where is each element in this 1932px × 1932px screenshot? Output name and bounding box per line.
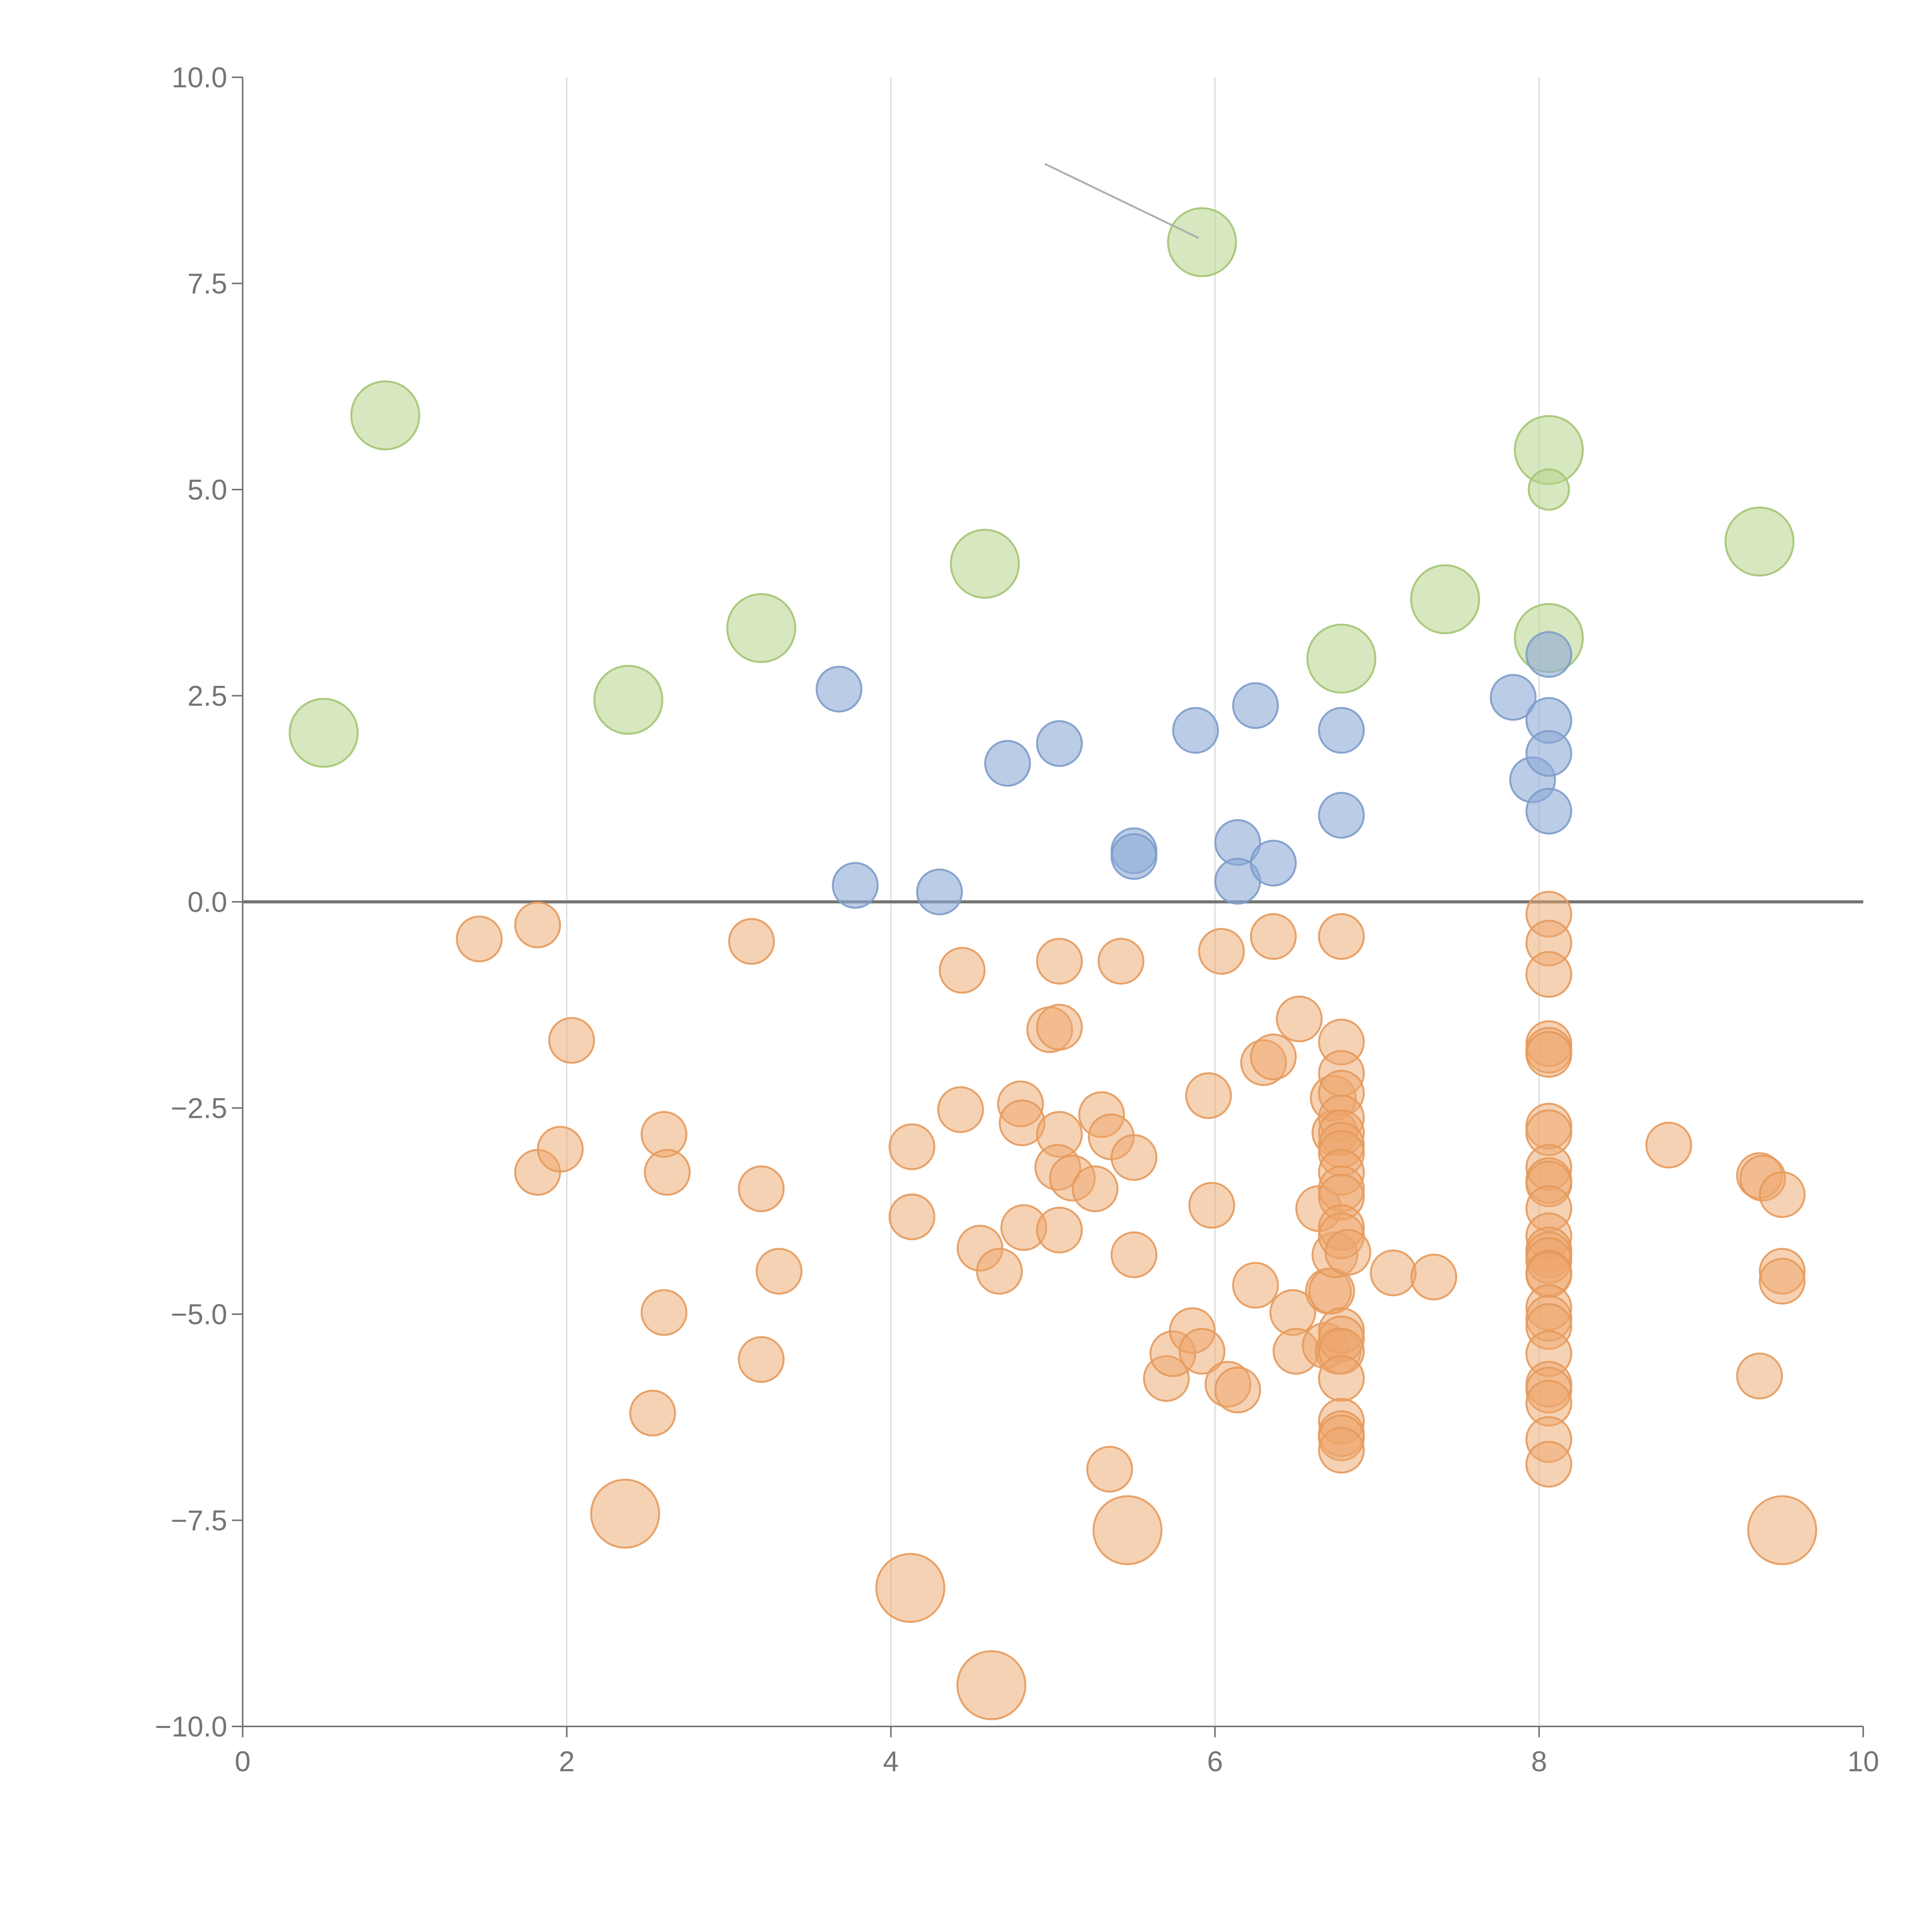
scatter-point [1071, 1165, 1119, 1213]
y-tick-label: 7.5 [187, 268, 227, 300]
scatter-point [1525, 1031, 1572, 1078]
scatter-point [888, 1193, 935, 1240]
scatter-point [1086, 1446, 1133, 1493]
scatter-point [1188, 1182, 1235, 1229]
scatter-point [1525, 1440, 1572, 1488]
scatter-point [350, 380, 420, 451]
scatter-point [1759, 1258, 1806, 1305]
x-tick-label: 4 [883, 1745, 899, 1777]
scatter-point [1036, 720, 1083, 767]
scatter-point [726, 593, 796, 663]
scatter-point [888, 1123, 935, 1170]
x-tick-label: 8 [1531, 1745, 1547, 1777]
scatter-point [1306, 623, 1377, 694]
scatter-point [1736, 1352, 1783, 1400]
scatter-point [593, 665, 663, 735]
leader-line-layer [1044, 163, 1199, 239]
scatter-point [1185, 1072, 1232, 1119]
scatter-point [1276, 995, 1323, 1043]
scatter-point [755, 1248, 803, 1295]
y-tick-label: 10.0 [172, 61, 227, 94]
scatter-point [738, 1165, 785, 1213]
scatter-point [738, 1336, 785, 1383]
y-tick-label: 0.0 [187, 886, 227, 918]
scatter-point [1410, 1253, 1458, 1301]
scatter-point [1167, 207, 1237, 277]
scatter-point [832, 862, 879, 909]
scatter-point [1036, 1003, 1083, 1051]
scatter-point [1527, 468, 1570, 511]
y-tick-label: 2.5 [187, 680, 227, 712]
scatter-point [1111, 1134, 1158, 1181]
y-tick-label: −10.0 [155, 1711, 227, 1743]
scatter-point [728, 918, 775, 965]
scatter-point [548, 1017, 595, 1064]
scatter-point [1036, 1206, 1083, 1253]
scatter-point [984, 740, 1031, 787]
scatter-point [1318, 913, 1365, 960]
scatter-point [956, 1650, 1027, 1720]
scatter-point [1232, 682, 1279, 729]
scatter-point [1318, 1355, 1365, 1402]
scatter-point [1324, 1229, 1371, 1276]
y-tick-label: −5.0 [171, 1298, 227, 1330]
scatter-point [1725, 506, 1795, 577]
scatter-point [537, 1126, 584, 1173]
scatter-point [815, 665, 862, 713]
axes-layer: −10.0 −7.5 −5.0 −2.5 0.0 2.5 5.0 7.5 10.0 0 2 4 6 8 10 [155, 61, 1879, 1777]
scatter-point [1318, 792, 1365, 839]
scatter-point [1092, 1495, 1163, 1565]
scatter-point [976, 1248, 1023, 1295]
scatter-point [1525, 631, 1572, 678]
scatter-point [1525, 730, 1572, 777]
scatter-point [939, 947, 986, 994]
y-tick-label: −7.5 [171, 1505, 227, 1537]
scatter-point [937, 1086, 984, 1133]
scatter-point [590, 1478, 660, 1549]
scatter-point [1198, 928, 1245, 975]
scatter-point [1111, 833, 1158, 880]
leader-line [1044, 163, 1199, 239]
scatter-point [1525, 951, 1572, 998]
scatter-point [1179, 1328, 1226, 1375]
scatter-point [1759, 1171, 1806, 1218]
scatter-point [1172, 707, 1219, 754]
scatter-point [916, 868, 963, 915]
scatter-point [1318, 1427, 1365, 1474]
scatter-point [1214, 1366, 1261, 1413]
scatter-point [1410, 564, 1480, 634]
y-tick-label: 5.0 [187, 474, 227, 506]
scatter-point [875, 1553, 946, 1623]
scatter-point [1747, 1495, 1817, 1565]
scatter-point [640, 1289, 687, 1336]
scatter-point [1250, 1033, 1297, 1080]
scatter-point [456, 915, 503, 963]
scatter-point [1036, 938, 1083, 985]
scatter-point [514, 901, 561, 949]
x-tick-label: 0 [235, 1745, 250, 1777]
points-layer [289, 207, 1817, 1720]
scatter-point [644, 1149, 691, 1196]
x-tick-label: 2 [559, 1745, 575, 1777]
scatter-point [1318, 707, 1365, 754]
scatter-point [1525, 787, 1572, 835]
x-tick-label: 6 [1207, 1745, 1223, 1777]
scatter-point [1111, 1231, 1158, 1278]
scatter-point [289, 698, 359, 768]
x-tick-label: 10 [1847, 1745, 1879, 1777]
scatter-point [1232, 1262, 1279, 1309]
scatter-point [1097, 938, 1145, 985]
scatter-point [1645, 1122, 1692, 1169]
scatter-point [1250, 840, 1297, 887]
scatter-point [1370, 1249, 1417, 1296]
scatter-point [1250, 913, 1297, 960]
scatter-point [629, 1389, 676, 1437]
y-tick-label: −2.5 [171, 1092, 227, 1124]
scatter-point [1490, 674, 1537, 721]
scatter-point [950, 529, 1020, 599]
